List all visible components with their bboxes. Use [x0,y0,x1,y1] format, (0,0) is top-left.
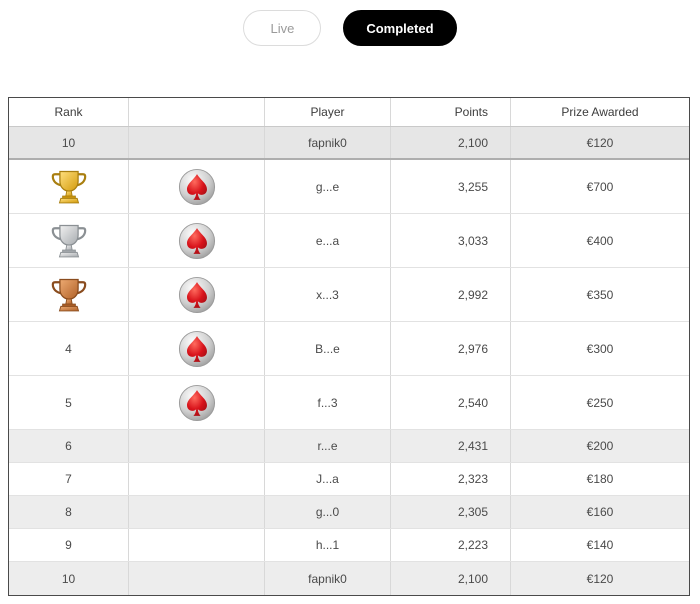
player-cell: g...e [265,160,391,213]
pokerstars-avatar-icon [178,168,216,206]
filter-toggle: Live Completed [0,0,700,46]
gold-trophy-icon [49,167,89,207]
pinned-player-row: 10 fapnik0 2,100 €120 [9,127,689,160]
points-cell: 2,431 [391,430,511,462]
points-cell: 3,033 [391,214,511,267]
leaderboard-row: 5 f...3 2,540 €250 [9,376,689,430]
points-cell: 3,255 [391,160,511,213]
leaderboard-row: 6 r...e 2,431 €200 [9,430,689,463]
header-points: Points [391,98,511,126]
rank-cell: 10 [9,127,129,158]
prize-cell: €700 [586,179,614,194]
prize-cell: €120 [586,571,614,586]
table-header-row: Rank Player Points Prize Awarded [9,98,689,127]
avatar-cell [129,268,265,321]
player-cell: h...1 [265,529,391,561]
avatar-cell [129,160,265,213]
pokerstars-avatar-icon [178,330,216,368]
header-player: Player [265,98,391,126]
avatar-cell [129,322,265,375]
points-cell: 2,305 [391,496,511,528]
bronze-trophy-icon [49,275,89,315]
leaderboard-row: 8 g...0 2,305 €160 [9,496,689,529]
leaderboard-table: Rank Player Points Prize Awarded 10 fapni… [8,97,690,596]
player-cell: r...e [265,430,391,462]
rank-cell: 4 [9,322,129,375]
points-cell: 2,100 [391,127,511,158]
player-cell: fapnik0 [265,562,391,595]
prize-cell: €180 [586,472,614,486]
player-cell: B...e [265,322,391,375]
avatar-cell [129,562,265,595]
avatar-cell [129,376,265,429]
leaderboard-row: 9 h...1 2,223 €140 [9,529,689,562]
rank-cell: 9 [9,529,129,561]
prize-cell: €160 [586,505,614,519]
prize-cell: €300 [586,341,614,356]
leaderboard-row: e...a 3,033 €400 [9,214,689,268]
pokerstars-avatar-icon [178,276,216,314]
pokerstars-avatar-icon [178,384,216,422]
prize-cell: €140 [586,538,614,552]
completed-tab[interactable]: Completed [343,10,457,46]
points-cell: 2,323 [391,463,511,495]
player-cell: e...a [265,214,391,267]
pokerstars-avatar-icon [178,222,216,260]
header-avatar [129,98,265,126]
points-cell: 2,976 [391,322,511,375]
player-cell: g...0 [265,496,391,528]
rank-cell: 5 [9,376,129,429]
rank-cell: 7 [9,463,129,495]
player-cell: J...a [265,463,391,495]
avatar-cell [129,496,265,528]
live-tab[interactable]: Live [243,10,322,46]
prize-cell: €400 [586,233,614,248]
table-body: 10 fapnik0 2,100 €120 g...e 3,255 €700 e...a 3,0… [9,127,689,595]
header-rank: Rank [9,98,129,126]
leaderboard-row: 7 J...a 2,323 €180 [9,463,689,496]
prize-cell: €200 [586,439,614,453]
avatar-cell [129,430,265,462]
prize-cell: €350 [586,287,614,302]
leaderboard-row: x...3 2,992 €350 [9,268,689,322]
rank-cell: 10 [9,562,129,595]
rank-cell [9,268,129,321]
player-cell: fapnik0 [265,127,391,158]
leaderboard-row: 4 B...e 2,976 €300 [9,322,689,376]
prize-cell: €120 [586,135,614,150]
header-prize: Prize Awarded [561,105,639,119]
player-cell: x...3 [265,268,391,321]
avatar-cell [129,214,265,267]
avatar-cell [129,529,265,561]
avatar-cell [129,463,265,495]
points-cell: 2,223 [391,529,511,561]
rank-cell [9,160,129,213]
points-cell: 2,100 [391,562,511,595]
silver-trophy-icon [49,221,89,261]
rank-cell [9,214,129,267]
prize-cell: €250 [586,395,614,410]
leaderboard-row: 10 fapnik0 2,100 €120 [9,562,689,595]
rank-cell: 8 [9,496,129,528]
points-cell: 2,540 [391,376,511,429]
player-cell: f...3 [265,376,391,429]
points-cell: 2,992 [391,268,511,321]
leaderboard-row: g...e 3,255 €700 [9,160,689,214]
avatar-cell [129,127,265,158]
rank-cell: 6 [9,430,129,462]
